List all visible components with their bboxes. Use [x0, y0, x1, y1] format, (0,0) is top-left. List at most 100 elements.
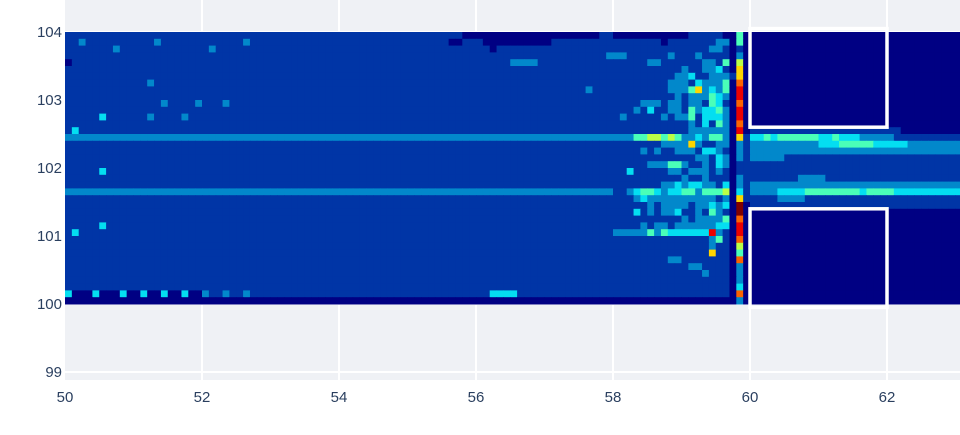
heatmap-cell [175, 202, 182, 209]
heatmap-cell [106, 209, 113, 216]
heatmap-cell [284, 229, 291, 236]
heatmap-cell [113, 73, 120, 80]
heatmap-cell [264, 59, 271, 66]
heatmap-cell [312, 229, 319, 236]
heatmap-cell [668, 93, 675, 100]
heatmap-cell [901, 182, 908, 189]
heatmap-cell [360, 114, 367, 121]
heatmap-cell [497, 263, 504, 270]
heatmap-cell [551, 80, 558, 87]
heatmap-cell [134, 216, 141, 223]
heatmap-cell [702, 141, 709, 148]
heatmap-cell [736, 39, 743, 46]
heatmap-cell [592, 114, 599, 121]
heatmap-cell [901, 100, 908, 107]
heatmap-cell [168, 236, 175, 243]
heatmap-cell [373, 256, 380, 263]
heatmap-cell [839, 134, 846, 141]
heatmap-cell [592, 188, 599, 195]
heatmap-cell [140, 107, 147, 114]
heatmap-cell [565, 175, 572, 182]
heatmap-cell [942, 250, 949, 257]
heatmap-cell [510, 120, 517, 127]
heatmap-cell [921, 148, 928, 155]
heatmap-cell [675, 229, 682, 236]
heatmap-cell [757, 243, 764, 250]
heatmap-cell [490, 202, 497, 209]
heatmap-cell [866, 148, 873, 155]
heatmap-cell [140, 46, 147, 53]
heatmap-cell [819, 154, 826, 161]
heatmap-cell [243, 175, 250, 182]
heatmap-cell [709, 86, 716, 93]
heatmap-cell [497, 229, 504, 236]
heatmap-cell [819, 168, 826, 175]
heatmap-cell [154, 277, 161, 284]
heatmap-cell [935, 66, 942, 73]
heatmap-cell [229, 39, 236, 46]
heatmap-cell [284, 141, 291, 148]
heatmap-cell [469, 263, 476, 270]
heatmap-cell [695, 175, 702, 182]
heatmap-cell [387, 134, 394, 141]
heatmap-cell [531, 284, 538, 291]
heatmap-cell [531, 188, 538, 195]
heatmap-cell [154, 175, 161, 182]
heatmap-cell [147, 148, 154, 155]
heatmap-cell [250, 52, 257, 59]
heatmap-cell [914, 148, 921, 155]
heatmap-cell [777, 141, 784, 148]
heatmap-cell [325, 59, 332, 66]
heatmap-cell [866, 86, 873, 93]
heatmap-cell [339, 134, 346, 141]
heatmap-cell [106, 86, 113, 93]
heatmap-cell [784, 107, 791, 114]
heatmap-cell [435, 250, 442, 257]
heatmap-cell [92, 154, 99, 161]
heatmap-cell [860, 175, 867, 182]
heatmap-cell [647, 270, 654, 277]
heatmap-cell [908, 263, 915, 270]
heatmap-cell [682, 86, 689, 93]
heatmap-cell [586, 46, 593, 53]
heatmap-cell [250, 182, 257, 189]
heatmap-cell [551, 32, 558, 39]
heatmap-cell [949, 256, 956, 263]
heatmap-cell [79, 154, 86, 161]
heatmap-cell [695, 100, 702, 107]
heatmap-cell [387, 168, 394, 175]
heatmap-cell [332, 134, 339, 141]
heatmap-cell [229, 148, 236, 155]
heatmap-cell [736, 52, 743, 59]
heatmap-cell [462, 256, 469, 263]
heatmap-cell [640, 93, 647, 100]
heatmap-cell [668, 100, 675, 107]
heatmap-cell [305, 66, 312, 73]
heatmap-cell [723, 209, 730, 216]
heatmap-cell [264, 250, 271, 257]
heatmap-cell [949, 114, 956, 121]
heatmap-cell [257, 209, 264, 216]
heatmap-cell [346, 120, 353, 127]
heatmap-cell [188, 270, 195, 277]
heatmap-cell [757, 250, 764, 257]
heatmap-cell [839, 52, 846, 59]
heatmap-cell [949, 195, 956, 202]
heatmap-cell [435, 141, 442, 148]
heatmap-cell [284, 270, 291, 277]
heatmap-cell [134, 256, 141, 263]
heatmap-cell [812, 168, 819, 175]
heatmap-cell [661, 127, 668, 134]
heatmap-cell [956, 141, 960, 148]
heatmap-cell [277, 256, 284, 263]
heatmap-cell [935, 52, 942, 59]
heatmap-cell [209, 59, 216, 66]
heatmap-cell [92, 46, 99, 53]
heatmap-cell [92, 175, 99, 182]
heatmap-cell [421, 120, 428, 127]
heatmap-cell [675, 284, 682, 291]
heatmap-cell [709, 168, 716, 175]
heatmap-cell [223, 188, 230, 195]
heatmap-cell [819, 66, 826, 73]
heatmap-cell [866, 188, 873, 195]
